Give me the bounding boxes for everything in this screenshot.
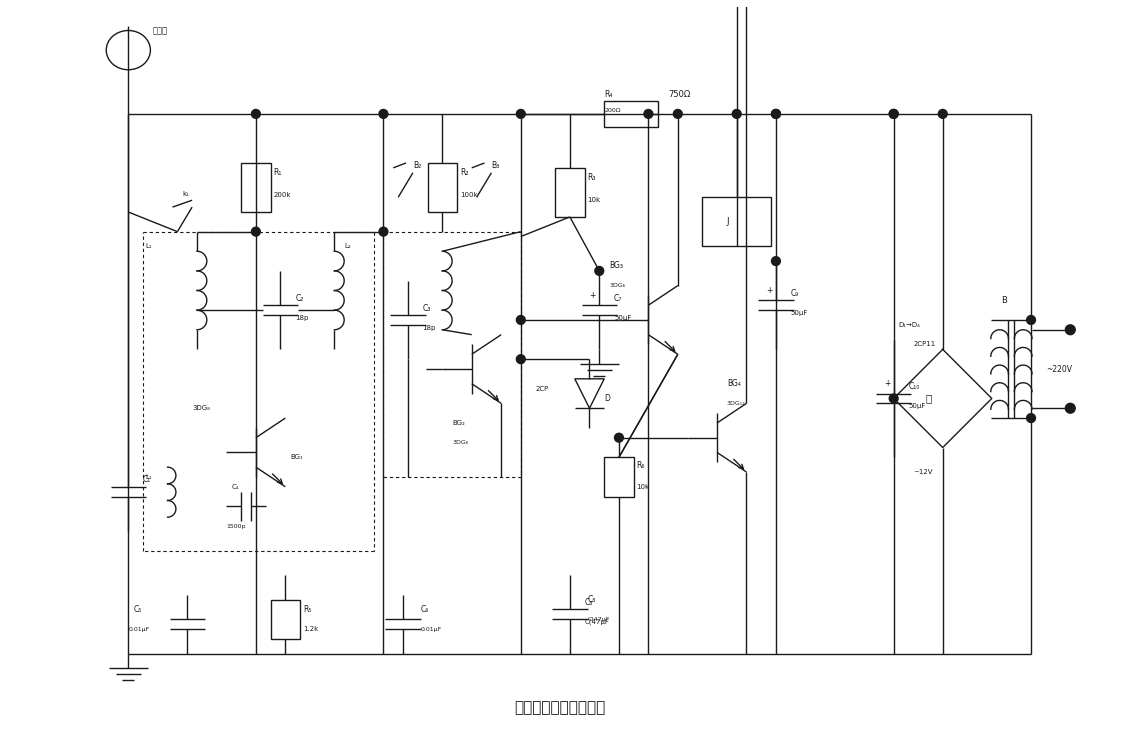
Circle shape bbox=[938, 109, 947, 118]
Circle shape bbox=[890, 109, 899, 118]
Text: L₂: L₂ bbox=[345, 243, 351, 249]
Text: R₂: R₂ bbox=[461, 168, 468, 177]
Bar bbox=[241, 163, 270, 212]
Text: L₁: L₁ bbox=[145, 243, 152, 249]
Bar bbox=[428, 163, 457, 212]
Text: C₈: C₈ bbox=[588, 595, 596, 604]
Text: 高压电网自控保安装置: 高压电网自控保安装置 bbox=[515, 700, 606, 715]
Text: R₄: R₄ bbox=[605, 89, 613, 99]
Text: 750Ω: 750Ω bbox=[668, 89, 690, 99]
Circle shape bbox=[673, 109, 682, 118]
Text: C₆: C₆ bbox=[421, 605, 429, 614]
Text: D₁→D₄: D₁→D₄ bbox=[899, 322, 920, 328]
Text: C₄: C₄ bbox=[231, 484, 239, 490]
Text: J: J bbox=[727, 217, 730, 226]
Circle shape bbox=[890, 394, 899, 403]
Bar bbox=[555, 168, 584, 217]
Text: 2CP11: 2CP11 bbox=[913, 341, 936, 347]
Text: 0.01μF: 0.01μF bbox=[421, 627, 443, 632]
Circle shape bbox=[771, 109, 780, 118]
Circle shape bbox=[1027, 316, 1036, 324]
Text: 18p: 18p bbox=[295, 315, 309, 321]
Circle shape bbox=[379, 109, 387, 118]
Circle shape bbox=[771, 256, 780, 265]
Text: C₁₀: C₁₀ bbox=[909, 382, 920, 391]
Text: C₉: C₉ bbox=[790, 289, 798, 298]
Bar bbox=[605, 457, 634, 497]
Circle shape bbox=[890, 109, 899, 118]
Text: D: D bbox=[605, 394, 610, 403]
Text: BG₂: BG₂ bbox=[453, 420, 465, 426]
Text: BG₄: BG₄ bbox=[727, 379, 741, 388]
Text: 18p: 18p bbox=[422, 325, 436, 331]
Text: 本: 本 bbox=[926, 393, 931, 403]
Text: L₁: L₁ bbox=[145, 474, 152, 480]
Text: BG₁: BG₁ bbox=[291, 454, 303, 460]
Text: C(47μF: C(47μF bbox=[588, 617, 610, 621]
Text: 3DG₈: 3DG₈ bbox=[193, 405, 209, 412]
Text: 1500p: 1500p bbox=[226, 523, 245, 528]
Circle shape bbox=[1065, 325, 1075, 335]
Circle shape bbox=[517, 316, 525, 324]
Text: 3DG₁₂: 3DG₁₂ bbox=[727, 401, 745, 406]
Text: B₂: B₂ bbox=[413, 161, 421, 171]
Text: R₁: R₁ bbox=[274, 168, 282, 177]
Text: 50μF: 50μF bbox=[909, 403, 926, 409]
Text: C₅: C₅ bbox=[133, 605, 142, 614]
Text: 50μF: 50μF bbox=[790, 310, 808, 316]
Text: R₆: R₆ bbox=[636, 460, 645, 470]
Text: 100k: 100k bbox=[461, 192, 477, 198]
Text: +: + bbox=[590, 291, 596, 300]
Text: B: B bbox=[1002, 296, 1008, 304]
Text: 10k: 10k bbox=[588, 197, 600, 203]
Text: ~12V: ~12V bbox=[913, 469, 932, 475]
Circle shape bbox=[595, 267, 604, 276]
Circle shape bbox=[1065, 403, 1075, 413]
Text: 50μF: 50μF bbox=[614, 315, 632, 321]
Text: 200k: 200k bbox=[274, 192, 291, 198]
Circle shape bbox=[644, 109, 653, 118]
Circle shape bbox=[771, 109, 780, 118]
Text: 1.2k: 1.2k bbox=[303, 626, 319, 632]
Text: 0.01μF: 0.01μF bbox=[128, 627, 150, 632]
Text: +: + bbox=[766, 286, 772, 295]
Text: 2CP: 2CP bbox=[536, 386, 548, 392]
Circle shape bbox=[732, 109, 741, 118]
Bar bbox=[703, 197, 771, 246]
Text: 3DG₆: 3DG₆ bbox=[453, 440, 468, 445]
Text: +: + bbox=[884, 379, 891, 388]
Text: C₇: C₇ bbox=[614, 294, 623, 303]
Text: C(47μF: C(47μF bbox=[584, 619, 609, 625]
Text: 10k: 10k bbox=[636, 484, 650, 490]
Text: 3DG₆: 3DG₆ bbox=[609, 283, 625, 288]
Circle shape bbox=[379, 227, 387, 236]
Text: C₃: C₃ bbox=[422, 304, 431, 313]
Circle shape bbox=[251, 109, 260, 118]
Bar bbox=[605, 101, 659, 126]
Text: 200Ω: 200Ω bbox=[605, 109, 620, 114]
Text: R₃: R₃ bbox=[588, 173, 596, 183]
Text: 保安器: 保安器 bbox=[153, 26, 168, 35]
Text: ~220V: ~220V bbox=[1046, 364, 1072, 373]
Text: BG₃: BG₃ bbox=[609, 262, 623, 270]
Bar bbox=[270, 599, 300, 638]
Circle shape bbox=[517, 109, 525, 118]
Circle shape bbox=[517, 355, 525, 364]
Text: B₃: B₃ bbox=[491, 161, 500, 171]
Text: k₁: k₁ bbox=[182, 191, 189, 197]
Circle shape bbox=[615, 433, 624, 442]
Circle shape bbox=[251, 227, 260, 236]
Text: C₂: C₂ bbox=[295, 294, 304, 303]
Circle shape bbox=[1027, 414, 1036, 423]
Text: C₈: C₈ bbox=[584, 598, 593, 607]
Text: C₁: C₁ bbox=[143, 475, 151, 484]
Text: R₅: R₅ bbox=[303, 605, 312, 614]
